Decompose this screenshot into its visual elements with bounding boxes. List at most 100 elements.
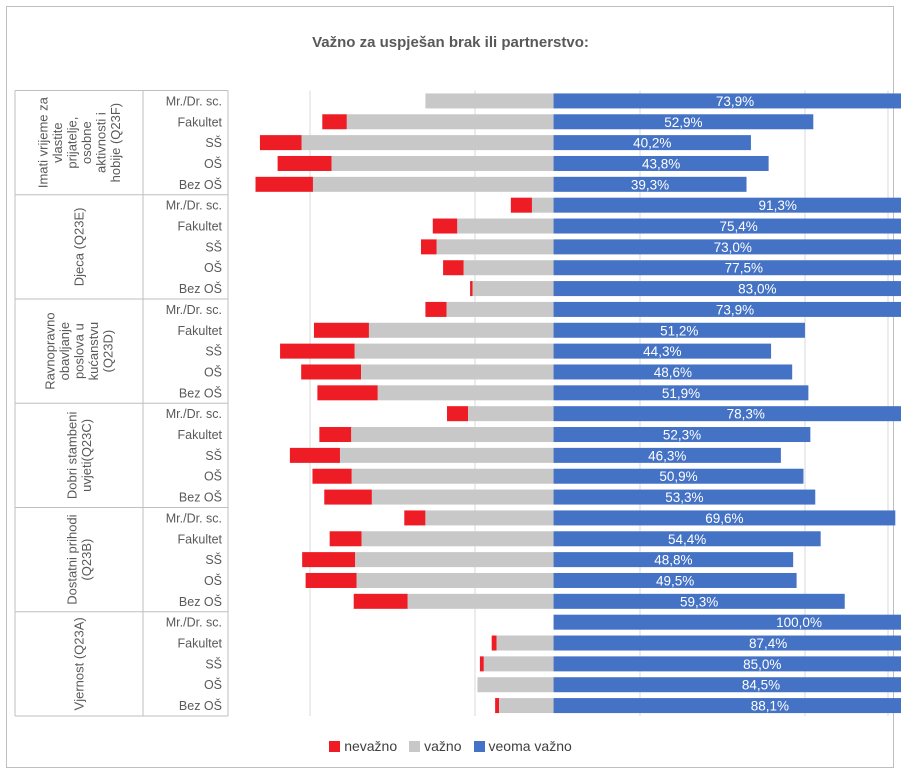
bar-segment-veoma-vazno bbox=[553, 155, 769, 171]
category-label: Fakultet bbox=[178, 428, 223, 442]
bar-segment-nevazno bbox=[432, 218, 458, 234]
bar-segment-veoma-vazno bbox=[553, 364, 793, 380]
data-label: 52,9% bbox=[664, 115, 702, 130]
bar-segment-vazno bbox=[483, 656, 554, 672]
bar-segment-vazno bbox=[377, 385, 554, 401]
data-label: 73,9% bbox=[716, 94, 754, 109]
bar-segment-vazno bbox=[425, 93, 554, 109]
category-label: Mr./Dr. sc. bbox=[166, 616, 222, 630]
legend-item: važno bbox=[409, 738, 462, 754]
bar-segment-vazno bbox=[351, 468, 554, 484]
legend-item: nevažno bbox=[329, 738, 397, 754]
data-label: 77,5% bbox=[725, 261, 763, 276]
bar-segment-veoma-vazno bbox=[553, 427, 811, 443]
bar-segment-vazno bbox=[472, 281, 554, 297]
bar-segment-veoma-vazno bbox=[553, 385, 809, 401]
data-label: 54,4% bbox=[668, 532, 706, 547]
bar-segment-veoma-vazno bbox=[553, 135, 751, 151]
category-label: SŠ bbox=[205, 552, 222, 567]
bar-segment-nevazno bbox=[329, 531, 362, 547]
data-label: 88,1% bbox=[751, 699, 789, 714]
bar-segment-veoma-vazno bbox=[553, 593, 845, 609]
category-label: Mr./Dr. sc. bbox=[166, 303, 222, 317]
bar-segment-veoma-vazno bbox=[553, 677, 901, 693]
bar-segment-veoma-vazno bbox=[553, 406, 901, 422]
bar-segment-vazno bbox=[354, 343, 554, 359]
group-label: Dobri stambeniuvjeti(Q23C) bbox=[64, 412, 94, 500]
data-label: 83,0% bbox=[738, 282, 776, 297]
category-label: Bez OŠ bbox=[179, 177, 222, 192]
group-label: Djeca (Q23E) bbox=[72, 208, 87, 287]
category-label: Bez OŠ bbox=[179, 594, 222, 609]
legend-item: veoma važno bbox=[473, 738, 572, 754]
chart-legend: nevažno važno veoma važno bbox=[0, 738, 901, 754]
bar-segment-vazno bbox=[355, 552, 554, 568]
group-label: Vjernost (Q23A) bbox=[72, 617, 87, 710]
data-label: 73,9% bbox=[716, 302, 754, 317]
bar-segment-nevazno bbox=[301, 364, 362, 380]
bar-segment-vazno bbox=[457, 218, 554, 234]
bar-segment-vazno bbox=[468, 406, 554, 422]
data-label: 49,5% bbox=[656, 573, 694, 588]
bar-segment-veoma-vazno bbox=[553, 322, 805, 338]
bar-segment-veoma-vazno bbox=[553, 239, 901, 255]
group-label: Ravnopravnoobavljanjeposlova ukućanstvu(… bbox=[43, 312, 116, 389]
category-label: Mr./Dr. sc. bbox=[166, 511, 222, 525]
data-label: 43,8% bbox=[642, 156, 680, 171]
bar-segment-nevazno bbox=[324, 489, 372, 505]
data-label: 100,0% bbox=[776, 615, 822, 630]
category-label: SŠ bbox=[205, 656, 222, 671]
bar-segment-vazno bbox=[361, 364, 554, 380]
category-label: OŠ bbox=[204, 364, 222, 379]
bar-segment-veoma-vazno bbox=[553, 510, 896, 526]
bar-segment-nevazno bbox=[479, 656, 484, 672]
category-label: SŠ bbox=[205, 135, 222, 150]
group-label: Dostatni prihodi(Q23B) bbox=[64, 514, 94, 604]
bar-segment-nevazno bbox=[495, 698, 500, 714]
bar-segment-vazno bbox=[371, 489, 554, 505]
data-label: 52,3% bbox=[663, 428, 701, 443]
bar-segment-vazno bbox=[351, 427, 554, 443]
bar-segment-veoma-vazno bbox=[553, 614, 901, 630]
bar-segment-vazno bbox=[477, 677, 554, 693]
data-label: 85,0% bbox=[743, 657, 781, 672]
category-label: Mr./Dr. sc. bbox=[166, 94, 222, 108]
bar-segment-nevazno bbox=[305, 572, 357, 588]
bar-segment-veoma-vazno bbox=[553, 447, 781, 463]
data-label: 78,3% bbox=[727, 407, 765, 422]
data-label: 84,5% bbox=[742, 678, 780, 693]
bar-segment-veoma-vazno bbox=[553, 281, 901, 297]
bar-segment-veoma-vazno bbox=[553, 218, 901, 234]
bar-segment-vazno bbox=[436, 239, 554, 255]
bar-segment-nevazno bbox=[322, 114, 347, 130]
bar-segment-nevazno bbox=[510, 197, 532, 213]
category-label: Fakultet bbox=[178, 324, 223, 338]
bar-segment-nevazno bbox=[491, 635, 497, 651]
legend-label: važno bbox=[424, 738, 462, 754]
bar-segment-vazno bbox=[331, 155, 554, 171]
chart-title: Važno za uspješan brak ili partnerstvo: bbox=[312, 34, 589, 51]
bar-segment-nevazno bbox=[302, 552, 356, 568]
bar-segment-veoma-vazno bbox=[553, 572, 797, 588]
legend-swatch bbox=[329, 741, 341, 752]
data-label: 40,2% bbox=[633, 136, 671, 151]
category-label: OŠ bbox=[204, 573, 222, 588]
bar-segment-veoma-vazno bbox=[553, 552, 794, 568]
bar-segment-veoma-vazno bbox=[553, 468, 804, 484]
legend-label: veoma važno bbox=[488, 738, 572, 754]
data-label: 59,3% bbox=[680, 594, 718, 609]
category-label: Mr./Dr. sc. bbox=[166, 199, 222, 213]
group-label: Imati vrijeme zavlastiteprijatelje,osobn… bbox=[35, 96, 123, 188]
legend-swatch bbox=[409, 741, 421, 752]
bar-segment-vazno bbox=[301, 135, 554, 151]
legend-swatch bbox=[473, 741, 485, 752]
legend-label: nevažno bbox=[344, 738, 398, 754]
bar-segment-vazno bbox=[346, 114, 554, 130]
bar-segment-veoma-vazno bbox=[553, 635, 901, 651]
bar-segment-vazno bbox=[425, 510, 554, 526]
bar-segment-veoma-vazno bbox=[553, 93, 901, 109]
category-label: Fakultet bbox=[178, 115, 223, 129]
bar-segment-nevazno bbox=[319, 427, 352, 443]
bar-segment-vazno bbox=[339, 447, 554, 463]
